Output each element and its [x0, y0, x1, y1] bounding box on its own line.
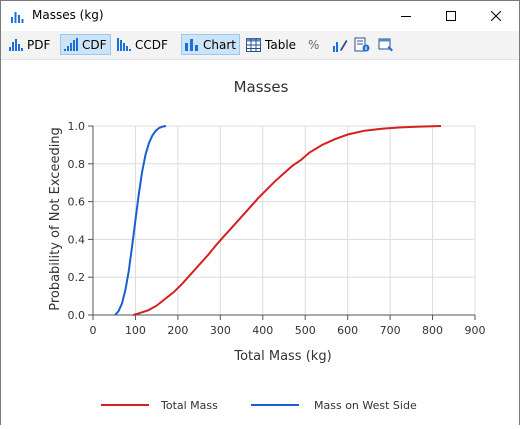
table-button[interactable]: Table: [243, 34, 299, 55]
series-lines: [114, 125, 442, 316]
window-titlebar[interactable]: Masses (kg): [1, 1, 519, 31]
x-tick-label: 700: [380, 324, 401, 337]
legend[interactable]: Total Mass Mass on West Side: [101, 399, 417, 412]
chart-icon: [185, 39, 198, 51]
ccdf-icon: [117, 38, 131, 51]
x-tick-label: 800: [422, 324, 443, 337]
maximize-button[interactable]: [428, 1, 474, 31]
series-line-0: [133, 125, 442, 316]
x-tick-label: 200: [167, 324, 188, 337]
y-tick-label: 0.2: [68, 271, 86, 284]
close-button[interactable]: [473, 1, 519, 31]
y-tick-label: 0.8: [68, 158, 86, 171]
y-tick-label: 0.4: [68, 233, 86, 246]
pdf-label: PDF: [27, 37, 51, 52]
settings-window-icon: [378, 38, 393, 51]
grid-lines: [92, 125, 476, 316]
legend-label-0: Total Mass: [160, 399, 218, 412]
percent-label: %: [308, 37, 320, 52]
y-tick-label: 0.0: [68, 309, 86, 322]
x-axis-ticks: 0 100 200 300 400 500 600 700 800 900: [90, 315, 486, 337]
y-tick-label: 0.6: [68, 196, 86, 209]
series-line-1: [114, 125, 167, 316]
cdf-button[interactable]: CDF: [60, 34, 111, 55]
ccdf-button[interactable]: CCDF: [114, 34, 171, 55]
x-axis-label: Total Mass (kg): [233, 349, 331, 364]
y-axis-label: Probability of Not Exceeding: [48, 127, 63, 311]
x-tick-label: 0: [90, 324, 97, 337]
ccdf-label: CCDF: [135, 37, 168, 52]
x-tick-label: 900: [465, 324, 486, 337]
pdf-button[interactable]: PDF: [6, 34, 53, 55]
maximize-icon: [446, 11, 456, 21]
y-axis-ticks: 0.0 0.2 0.4 0.6 0.8 1.0: [68, 120, 93, 322]
minimize-icon: [401, 16, 411, 17]
x-tick-label: 500: [295, 324, 316, 337]
properties-icon: [354, 37, 370, 51]
properties-button[interactable]: [351, 34, 377, 55]
minimize-button[interactable]: [383, 1, 429, 31]
table-label: Table: [265, 37, 297, 52]
toolbar: PDF CDF CCDF Chart Table %: [1, 31, 519, 60]
edit-format-icon: [333, 39, 348, 52]
percent-button[interactable]: %: [305, 34, 322, 55]
format-button[interactable]: [329, 34, 355, 55]
chart-button[interactable]: Chart: [181, 34, 240, 55]
x-tick-label: 100: [125, 324, 146, 337]
x-tick-label: 400: [252, 324, 273, 337]
settings-button[interactable]: [375, 34, 401, 55]
y-tick-label: 1.0: [68, 120, 86, 133]
window-title: Masses (kg): [32, 8, 104, 22]
axes: [92, 126, 475, 316]
legend-label-1: Mass on West Side: [314, 399, 417, 412]
cdf-chart: Masses 0 100 200 300 400 500 600 700 800 900 0.00…: [48, 78, 486, 412]
table-icon: [246, 37, 261, 52]
pdf-icon: [9, 39, 23, 51]
x-tick-label: 600: [337, 324, 358, 337]
chart-area: Masses 0 100 200 300 400 500 600 700 800 900 0.0 0…: [1, 60, 519, 425]
chart-title: Masses: [234, 78, 289, 96]
bar-chart-icon: [11, 12, 24, 23]
chart-label: Chart: [203, 37, 236, 52]
cdf-icon: [64, 38, 78, 51]
close-icon: [491, 11, 501, 21]
cdf-label: CDF: [82, 37, 107, 52]
x-tick-label: 300: [210, 324, 231, 337]
